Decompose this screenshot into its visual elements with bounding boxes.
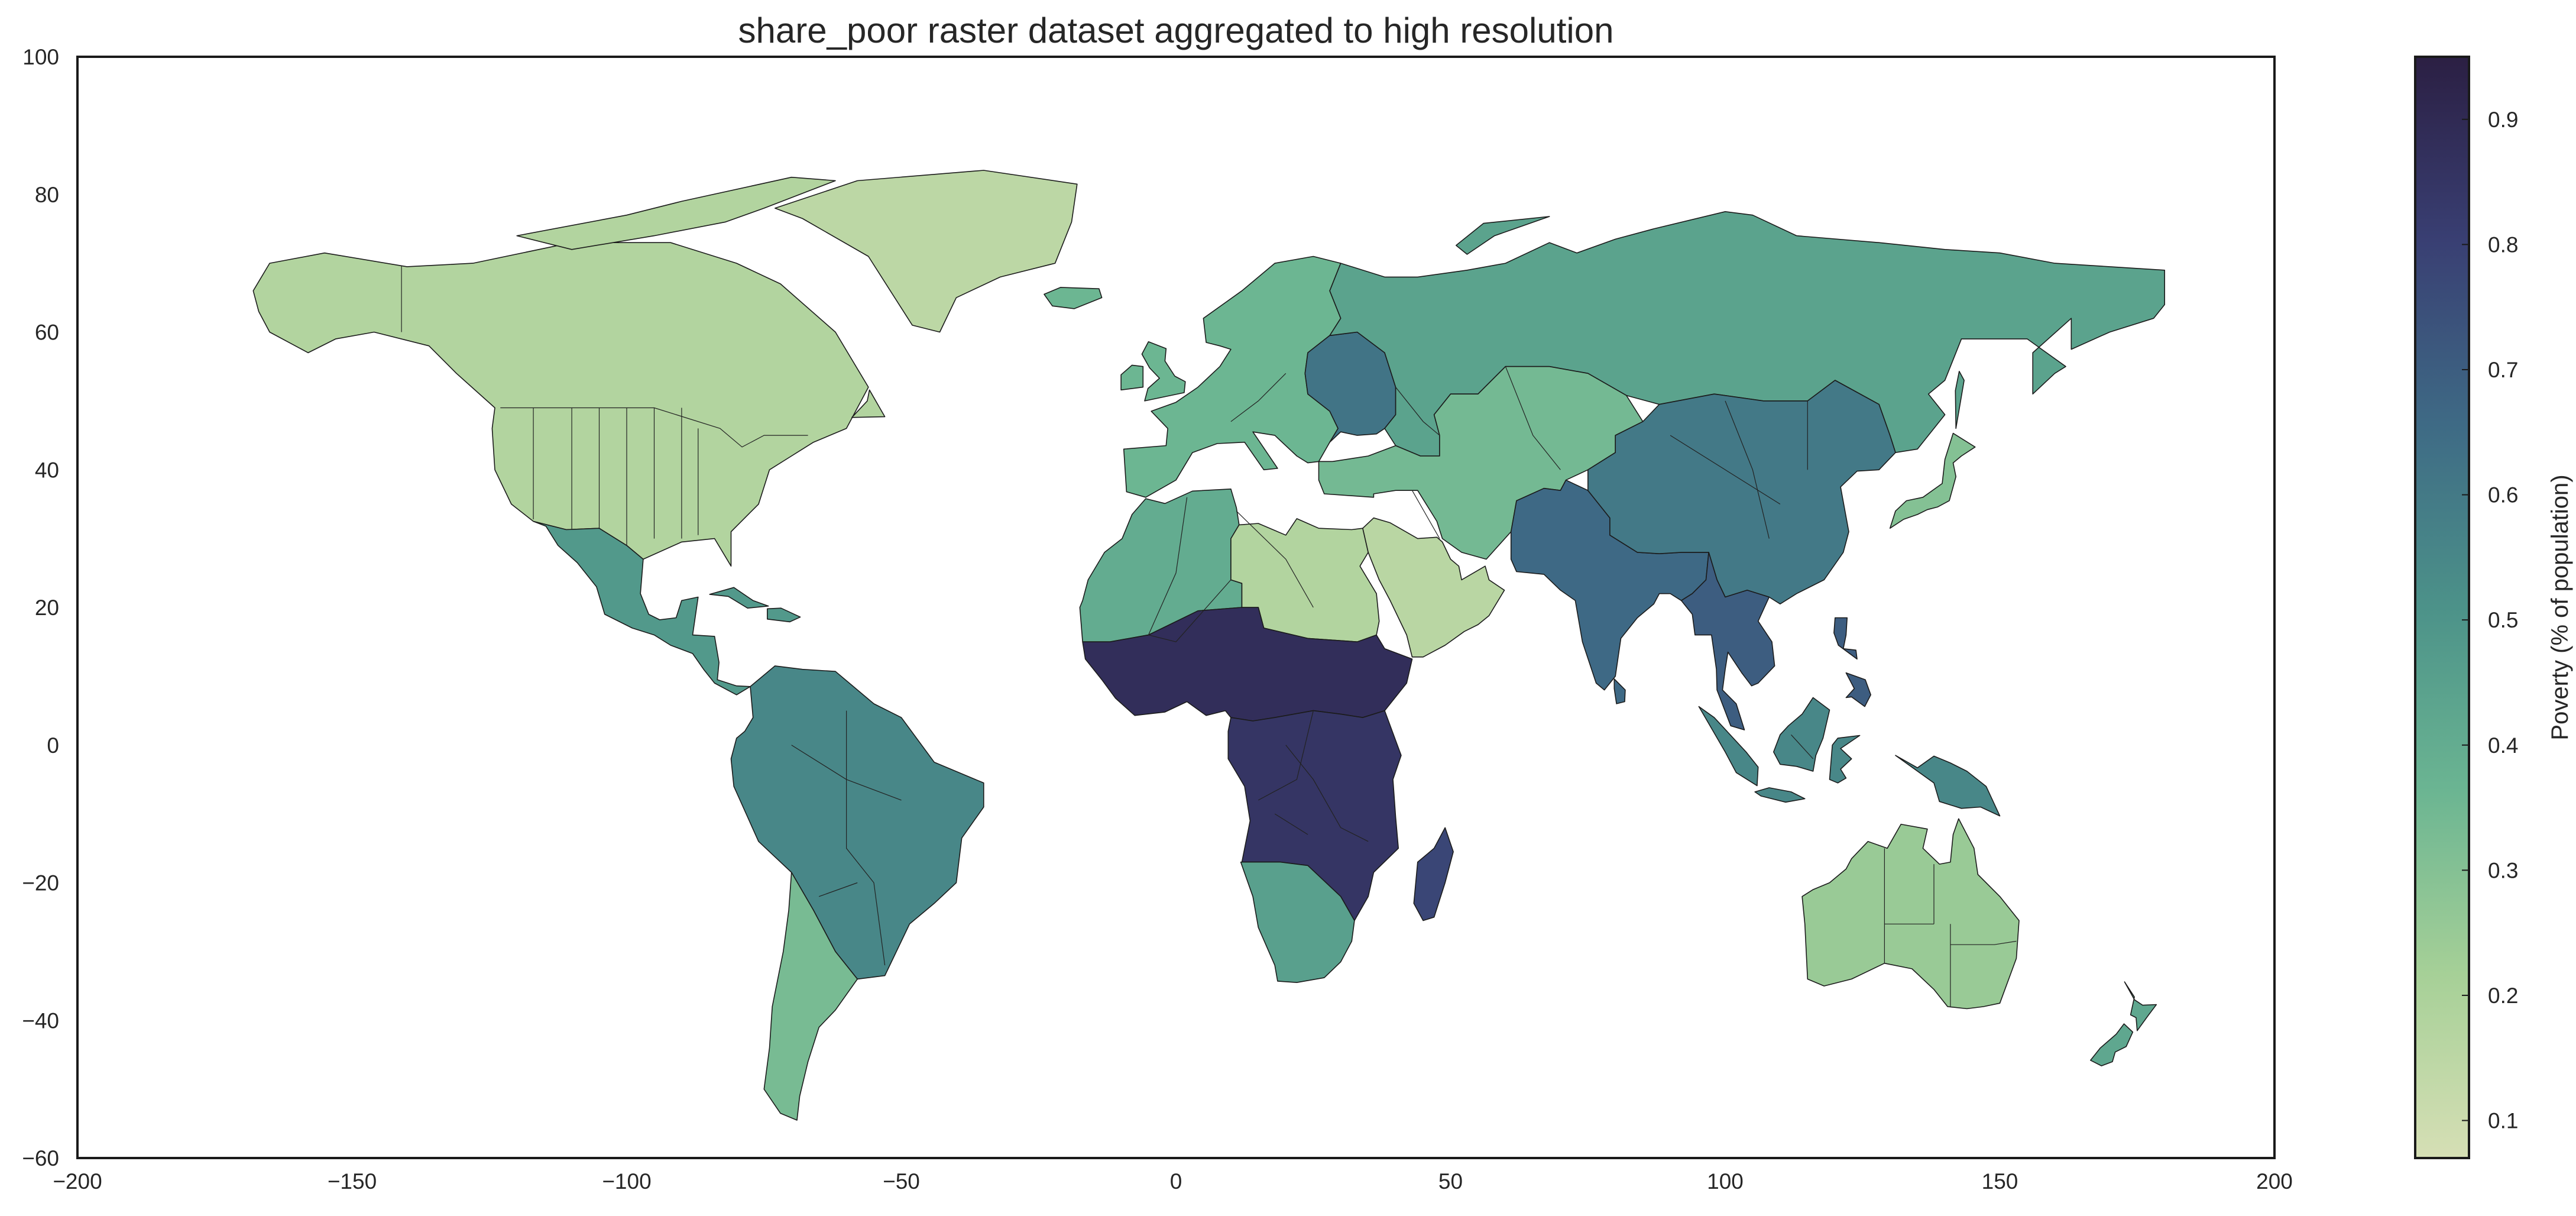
region-indonesia <box>1754 787 1806 803</box>
region-greenland <box>775 170 1078 333</box>
admin-border <box>1230 373 1287 422</box>
admin-border <box>791 745 902 801</box>
region-south-asia <box>1510 479 1709 691</box>
region-new-zealand <box>2124 981 2157 1031</box>
region-south-america-south <box>763 872 858 1121</box>
admin-border <box>1148 497 1188 635</box>
region-europe-west <box>1044 287 1103 309</box>
x-tick-label: 200 <box>2256 1169 2293 1194</box>
y-tick-label: 40 <box>35 458 59 482</box>
region-mexico-central-america <box>533 520 751 696</box>
admin-border <box>1950 940 2017 945</box>
admin-border <box>1670 435 1781 504</box>
admin-border <box>1411 490 1440 539</box>
colorbar-tick-label: 0.8 <box>2488 232 2518 257</box>
x-axis: −200 −150 −100 −50 0 50 100 150 200 <box>53 1169 2293 1194</box>
region-indonesia <box>1698 706 1759 787</box>
region-southeast-asia <box>1833 617 1858 660</box>
admin-border <box>1791 734 1814 759</box>
admin-border <box>1285 745 1342 828</box>
colorbar-tick-label: 0.5 <box>2488 608 2518 632</box>
colorbar-tick-label: 0.9 <box>2488 108 2518 132</box>
region-australia <box>1801 818 2020 1010</box>
region-madagascar <box>1413 827 1454 921</box>
region-indonesia <box>1895 755 2001 817</box>
y-axis: 100 80 60 40 20 0 −20 −40 −60 <box>22 45 59 1170</box>
colorbar-tick-label: 0.7 <box>2488 358 2518 382</box>
chart-title: share_poor raster dataset aggregated to … <box>738 11 1614 50</box>
region-north-america <box>851 389 886 418</box>
x-tick-label: −200 <box>53 1169 102 1194</box>
region-mexico-central-america <box>767 607 801 623</box>
admin-border <box>500 407 808 448</box>
admin-border <box>1274 813 1308 835</box>
y-tick-label: −60 <box>22 1146 59 1170</box>
colorbar-tick-label: 0.2 <box>2488 984 2518 1008</box>
region-indonesia <box>1829 735 1861 784</box>
colorbar-tick-label: 0.4 <box>2488 733 2518 758</box>
region-north-america <box>516 176 836 250</box>
region-china <box>1587 380 1896 604</box>
region-japan <box>1889 432 1976 529</box>
admin-border <box>1236 510 1314 608</box>
region-south-asia <box>1613 678 1626 704</box>
y-tick-label: 20 <box>35 596 59 620</box>
region-south-america-north <box>730 665 984 980</box>
colorbar <box>2414 56 2470 1159</box>
colorbar-tick-label: 0.6 <box>2488 483 2518 507</box>
admin-border <box>1725 400 1770 539</box>
region-central-africa <box>1227 710 1402 921</box>
admin-border <box>1258 710 1314 801</box>
region-southern-africa <box>1240 861 1355 983</box>
colorbar-tick-label: 0.3 <box>2488 858 2518 882</box>
y-tick-label: 80 <box>35 183 59 207</box>
admin-border <box>1505 366 1561 470</box>
x-tick-label: 50 <box>1438 1169 1463 1194</box>
y-tick-label: 0 <box>47 733 59 758</box>
region-europe-west <box>1120 364 1144 391</box>
region-southeast-asia <box>1845 672 1871 707</box>
x-tick-label: 150 <box>1982 1169 2018 1194</box>
admin-border <box>818 882 858 897</box>
x-tick-label: 100 <box>1707 1169 1744 1194</box>
colorbar-tick-label: 0.1 <box>2488 1109 2518 1133</box>
x-tick-label: 0 <box>1170 1169 1182 1194</box>
region-europe-west <box>1141 341 1186 402</box>
colorbar-ticks: 0.9 0.8 0.7 0.6 0.5 0.4 0.3 0.2 0.1 <box>2462 108 2518 1133</box>
y-tick-label: 100 <box>22 45 59 69</box>
map-layer <box>252 170 2165 1121</box>
x-tick-label: −50 <box>883 1169 920 1194</box>
region-north-america <box>252 242 869 567</box>
admin-border <box>1340 827 1369 842</box>
admin-border <box>1148 580 1232 642</box>
admin-border <box>1395 387 1440 436</box>
region-russia <box>1456 216 1550 255</box>
y-tick-label: −40 <box>22 1008 59 1033</box>
region-southeast-asia <box>1680 552 1775 730</box>
y-tick-label: −20 <box>22 871 59 895</box>
map-axes-frame <box>76 56 2276 1159</box>
region-new-zealand <box>2090 1023 2134 1066</box>
x-tick-label: −150 <box>328 1169 377 1194</box>
region-russia <box>1955 371 1965 429</box>
region-arabia <box>1362 517 1505 658</box>
y-tick-label: 60 <box>35 321 59 345</box>
region-indonesia <box>1773 697 1830 772</box>
x-tick-label: −100 <box>602 1169 651 1194</box>
colorbar-label: Poverty (% of population) <box>2547 474 2573 740</box>
region-mexico-central-america <box>709 587 769 609</box>
